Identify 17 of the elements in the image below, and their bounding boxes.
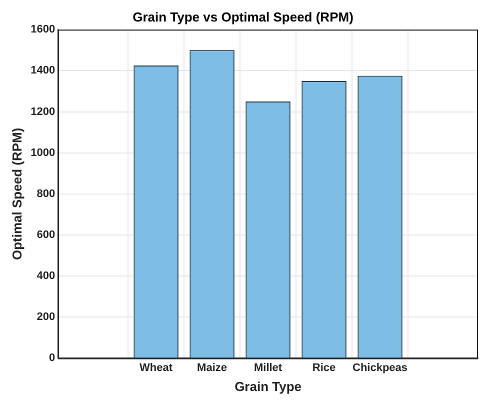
x-tick-label: Chickpeas (352, 362, 408, 374)
x-tick-label: Wheat (140, 362, 173, 374)
y-tick-label: 1600 (30, 24, 56, 36)
y-tick-label: 200 (36, 311, 56, 324)
chart-title: Grain Type vs Optimal Speed (RPM) (132, 9, 354, 24)
x-tick-label: Maize (197, 362, 228, 374)
y-tick-label: 1400 (30, 64, 56, 77)
y-axis-title: Optimal Speed (RPM) (9, 128, 24, 260)
y-tick-label: 0 (48, 352, 56, 364)
y-tick-label: 800 (36, 188, 56, 200)
x-tick-label: Rice (312, 362, 336, 374)
y-tick-label: 1000 (30, 146, 56, 159)
y-tick-label: 400 (36, 270, 56, 282)
y-tick-label: 600 (36, 229, 56, 242)
x-axis-title: Grain Type (234, 378, 302, 394)
y-tick-label: 1200 (30, 106, 56, 118)
x-tick-label: Millet (254, 362, 282, 374)
